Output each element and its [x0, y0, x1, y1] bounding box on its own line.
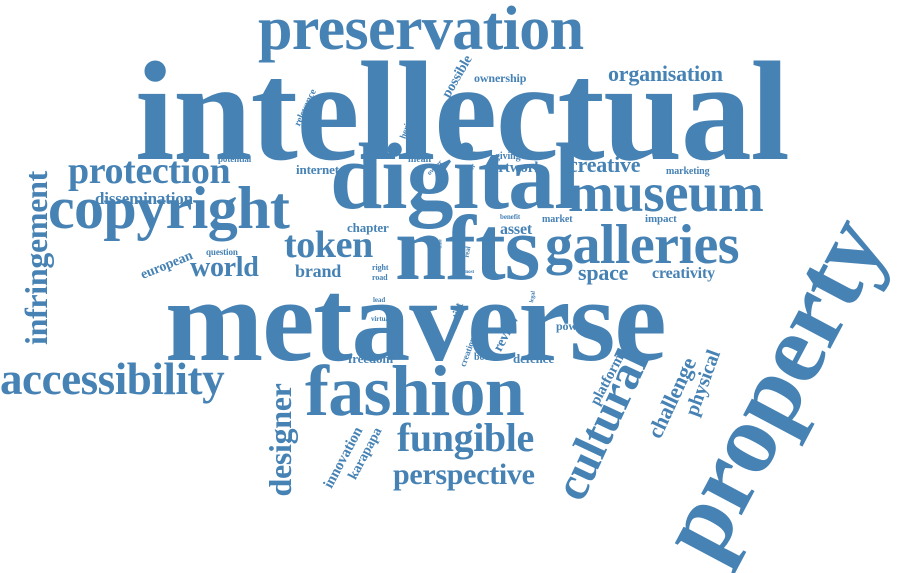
word-creativity: creativity: [652, 265, 715, 282]
word-ownership: ownership: [474, 71, 527, 85]
word-defence: defence: [513, 351, 554, 366]
word-artwork: artwork: [491, 160, 543, 176]
word-user: user: [464, 237, 473, 242]
word-museum: museum: [568, 162, 764, 223]
word-internet: internet: [296, 162, 340, 177]
word-token: token: [284, 224, 373, 266]
word-question: question: [206, 247, 238, 257]
word-preservation: preservation: [258, 0, 584, 63]
word-benefit: benefit: [500, 213, 521, 221]
word-fashion: fashion: [305, 351, 525, 431]
word-accessibility: accessibility: [0, 354, 225, 404]
word-creative: creative: [568, 152, 641, 177]
word-galleries: galleries: [545, 214, 740, 276]
word-infringement: infringement: [18, 171, 54, 345]
word-copyright: copyright: [48, 175, 290, 241]
word-intellectual: intellectual: [135, 32, 790, 190]
word-lead: lead: [373, 296, 386, 304]
word-world: world: [190, 252, 259, 283]
word-right: right: [372, 263, 389, 272]
word-marketing: marketing: [666, 166, 710, 177]
word-perspective: perspective: [393, 458, 535, 491]
word-dissemination: dissemination: [95, 189, 193, 208]
word-metaverse: metaverse: [165, 255, 667, 386]
word-organisation: organisation: [608, 61, 723, 86]
word-most: most: [464, 270, 475, 275]
word-protection: protection: [68, 150, 231, 192]
word-freedom: freedom: [348, 351, 394, 366]
word-asset: asset: [500, 221, 533, 238]
word-designer: designer: [262, 383, 298, 497]
word-chapter: chapter: [347, 220, 389, 235]
word-impact: impact: [645, 213, 677, 225]
word-book: book: [474, 352, 495, 363]
word-virtual: virtual: [371, 315, 391, 323]
word-market: market: [542, 214, 573, 225]
word-brand: brand: [295, 261, 342, 281]
word-power: power: [556, 319, 588, 333]
word-space: space: [578, 260, 629, 285]
word-giving: giving: [495, 151, 521, 162]
word-mean: mean: [408, 154, 431, 165]
word-fungible: fungible: [397, 415, 534, 460]
word-nfts: nfts: [395, 197, 540, 299]
word-road: road: [372, 273, 388, 282]
word-potential: potential: [218, 154, 252, 164]
word-time: time: [438, 239, 444, 249]
word-digital: digital: [330, 125, 580, 229]
